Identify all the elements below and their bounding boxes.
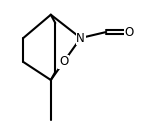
Text: O: O [59,55,68,68]
Text: N: N [76,31,85,45]
Text: O: O [124,25,134,39]
